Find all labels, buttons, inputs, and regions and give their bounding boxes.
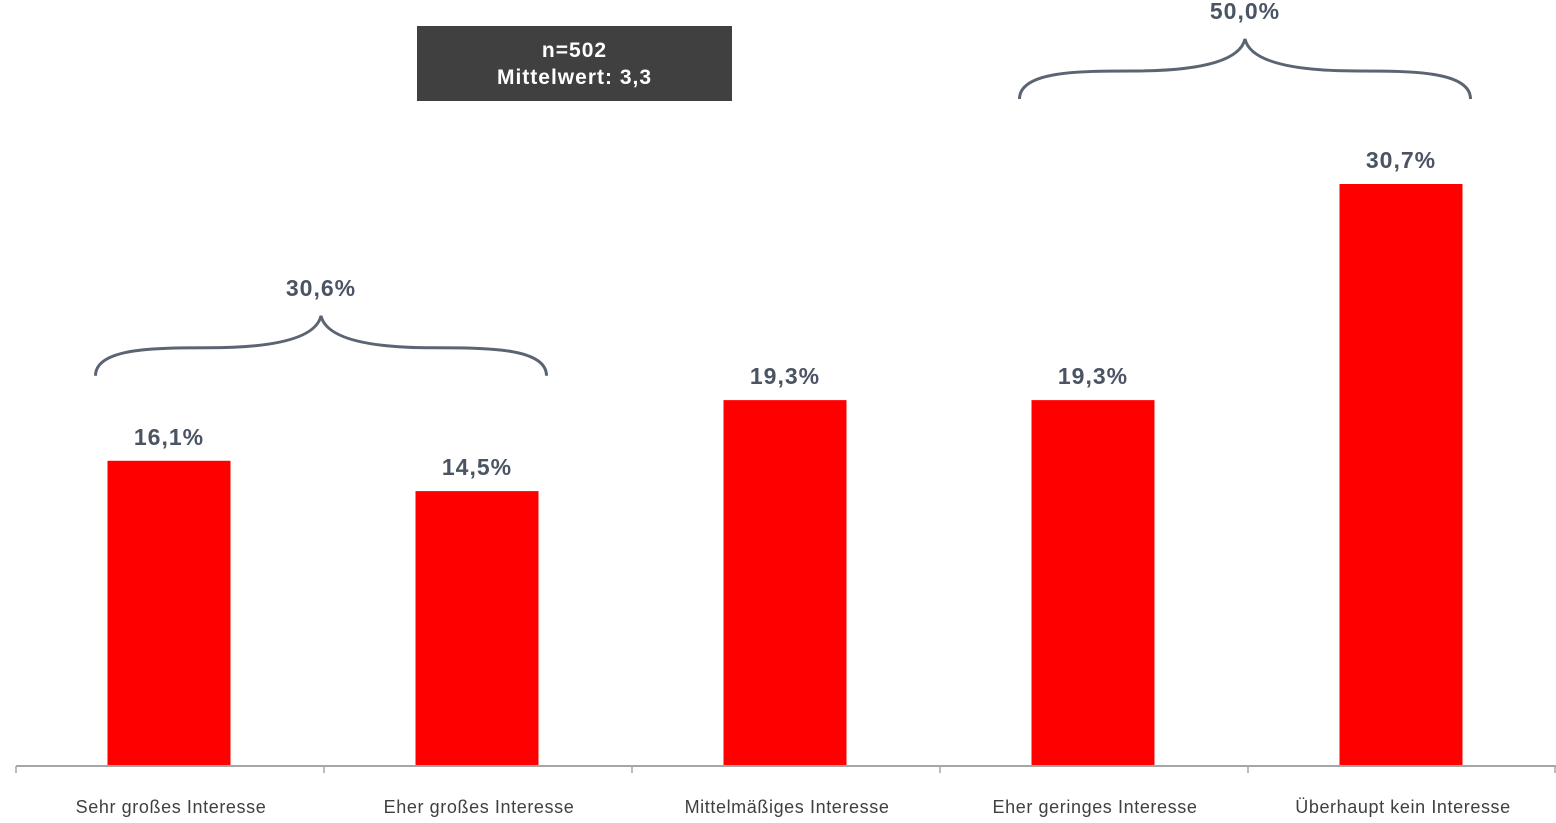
group-total-label: 30,6% — [286, 275, 356, 301]
category-label: Eher großes Interesse — [384, 797, 575, 817]
bar — [723, 400, 847, 766]
group-braces-layer: 30,6% 50,0% — [94, 0, 1472, 376]
bar — [1339, 184, 1463, 766]
bar-value-label: 19,3% — [1058, 363, 1128, 389]
group-brace — [94, 315, 548, 376]
sample-size-label: n=502 — [541, 38, 608, 62]
bars-layer — [107, 184, 1463, 766]
x-axis — [15, 765, 1556, 773]
bar — [1031, 400, 1155, 766]
bar — [107, 460, 231, 766]
group-brace — [1018, 38, 1472, 100]
category-labels-layer: Sehr großes Interesse Eher großes Interes… — [76, 797, 1511, 817]
bar-value-label: 19,3% — [750, 363, 820, 389]
category-label: Überhaupt kein Interesse — [1295, 797, 1511, 817]
category-label: Mittelmäßiges Interesse — [685, 797, 890, 817]
bar-value-label: 30,7% — [1366, 147, 1436, 173]
stats-box: n=502 Mittelwert: 3,3 — [417, 26, 732, 101]
group-total-label: 50,0% — [1210, 0, 1280, 24]
mean-value-label: Mittelwert: 3,3 — [496, 65, 653, 89]
bar — [415, 491, 539, 766]
value-labels-layer: 16,1% 14,5% 19,3% 19,3% 30,7% — [134, 147, 1436, 480]
category-label: Eher geringes Interesse — [993, 797, 1198, 817]
bar-value-label: 16,1% — [134, 424, 204, 450]
bar-value-label: 14,5% — [442, 454, 512, 480]
category-label: Sehr großes Interesse — [76, 797, 267, 817]
